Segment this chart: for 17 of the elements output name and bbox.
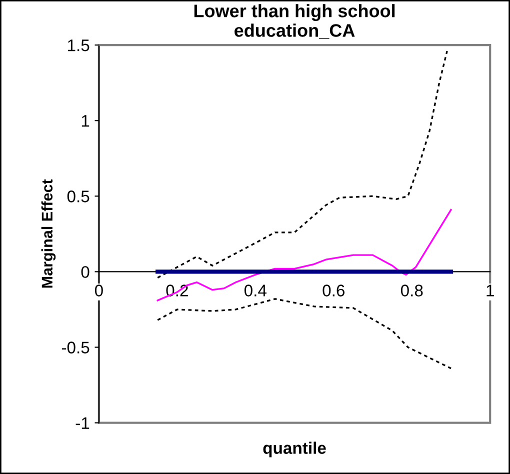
line-series [156, 208, 452, 302]
line-series [156, 50, 448, 279]
x-tick-label: 0 [94, 284, 103, 296]
line-series [156, 298, 452, 370]
y-axis-title: Marginal Effect [41, 179, 56, 288]
x-axis-title: quantile [263, 442, 326, 458]
x-tick-label: 0.8 [400, 284, 423, 296]
x-tick-label: 0.4 [244, 284, 267, 296]
x-tick-label: 0.6 [322, 284, 344, 296]
chart-title: Lower than high school education_CA [194, 4, 395, 39]
y-tick-label: 1 [82, 115, 90, 127]
x-tick-label: 1 [486, 284, 494, 296]
y-tick-label: 0 [81, 266, 90, 278]
y-tick-label: -0.5 [62, 342, 90, 354]
y-tick-label: 0.5 [67, 190, 90, 202]
y-tick-label: 1.5 [68, 40, 90, 52]
y-tick-label: -1 [76, 417, 90, 429]
